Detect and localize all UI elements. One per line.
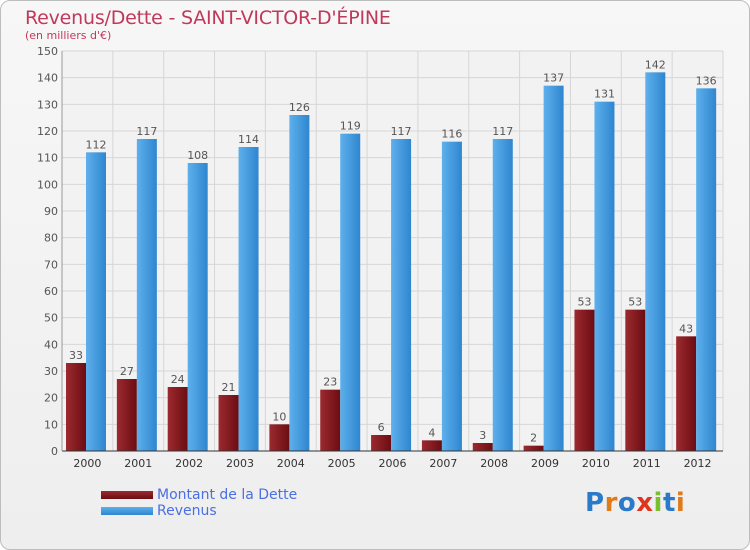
logo-letter: x: [636, 488, 654, 518]
x-tick-label: 2008: [480, 457, 508, 470]
data-label-revenue: 119: [340, 120, 361, 133]
data-label-debt: 33: [69, 349, 83, 362]
y-tick-label: 150: [37, 45, 58, 58]
bar-debt: [269, 424, 290, 451]
data-label-revenue: 112: [86, 138, 107, 151]
bar-debt: [167, 387, 188, 451]
bar-debt: [676, 336, 697, 451]
chart-unit-label: (en milliers d'€): [25, 29, 112, 42]
bar-debt: [320, 389, 341, 451]
bar-revenue: [187, 163, 208, 451]
bar-debt: [625, 309, 646, 451]
data-label-debt: 53: [628, 296, 642, 309]
bar-debt: [421, 440, 442, 451]
bar-debt: [218, 395, 239, 451]
x-tick-label: 2009: [531, 457, 559, 470]
data-label-debt: 4: [428, 426, 435, 439]
data-label-debt: 23: [323, 376, 337, 389]
y-tick-label: 90: [44, 205, 58, 218]
x-tick-label: 2001: [124, 457, 152, 470]
data-label-debt: 24: [171, 373, 185, 386]
data-label-revenue: 117: [391, 125, 412, 138]
data-label-revenue: 131: [594, 88, 615, 101]
x-tick-label: 2010: [582, 457, 610, 470]
logo-letter: r: [604, 488, 618, 518]
data-label-revenue: 126: [289, 101, 310, 114]
bar-revenue: [86, 152, 106, 452]
y-tick-label: 100: [37, 178, 58, 191]
bar-debt: [523, 445, 544, 451]
logo-letter: t: [662, 488, 676, 518]
legend-swatch-revenue: [101, 507, 153, 515]
legend-label-debt: Montant de la Dette: [157, 487, 298, 503]
data-label-revenue: 108: [187, 149, 208, 162]
y-tick-label: 140: [37, 72, 58, 85]
y-tick-label: 110: [37, 152, 58, 165]
data-label-revenue: 136: [696, 74, 717, 87]
bar-revenue: [238, 147, 259, 451]
data-label-debt: 21: [222, 381, 236, 394]
y-tick-label: 0: [51, 445, 58, 458]
data-label-revenue: 116: [441, 128, 462, 141]
logo-letter: i: [675, 488, 686, 518]
y-tick-label: 40: [44, 338, 58, 351]
bar-revenue: [391, 139, 412, 451]
proxiti-logo: Proxiti: [585, 488, 685, 518]
bar-debt: [116, 379, 137, 451]
bar-revenue: [289, 115, 310, 451]
bar-revenue: [645, 72, 666, 451]
y-tick-label: 70: [44, 258, 58, 271]
data-label-debt: 2: [530, 432, 537, 445]
bar-revenue: [543, 85, 564, 452]
legend-label-revenue: Revenus: [157, 503, 217, 519]
x-tick-label: 2000: [73, 457, 101, 470]
data-label-debt: 3: [479, 429, 486, 442]
x-tick-label: 2006: [379, 457, 407, 470]
y-tick-label: 10: [44, 418, 58, 431]
y-tick-label: 60: [44, 285, 58, 298]
data-label-revenue: 137: [543, 72, 564, 85]
x-tick-label: 2005: [328, 457, 356, 470]
data-label-revenue: 142: [645, 58, 666, 71]
logo-letter: P: [585, 488, 605, 518]
bar-revenue: [340, 133, 361, 451]
bar-revenue: [594, 101, 615, 452]
bar-debt: [472, 443, 493, 451]
legend-swatch-debt: [101, 491, 153, 499]
logo-letter: i: [653, 488, 663, 518]
x-tick-label: 2012: [684, 457, 712, 470]
data-label-debt: 43: [679, 322, 693, 335]
y-tick-label: 130: [37, 98, 58, 111]
y-tick-label: 80: [44, 232, 58, 245]
data-label-debt: 27: [120, 365, 134, 378]
y-tick-label: 30: [44, 365, 58, 378]
y-tick-label: 120: [37, 125, 58, 138]
x-tick-label: 2003: [226, 457, 254, 470]
bar-revenue: [136, 139, 157, 451]
data-label-debt: 10: [272, 410, 286, 423]
chart-title: Revenus/Dette - SAINT-VICTOR-D'ÉPINE: [25, 7, 391, 29]
bar-debt: [66, 363, 86, 451]
data-label-revenue: 117: [136, 125, 157, 138]
logo-letter: o: [617, 488, 637, 518]
bar-revenue: [492, 139, 513, 451]
bar-debt: [574, 309, 595, 451]
data-label-debt: 53: [577, 296, 591, 309]
x-tick-label: 2007: [429, 457, 457, 470]
data-label-revenue: 117: [492, 125, 513, 138]
bar-debt: [371, 435, 392, 451]
y-tick-label: 20: [44, 392, 58, 405]
x-tick-label: 2011: [633, 457, 661, 470]
y-tick-label: 50: [44, 312, 58, 325]
data-label-debt: 6: [378, 421, 385, 434]
x-tick-label: 2004: [277, 457, 305, 470]
bar-revenue: [696, 88, 717, 451]
data-label-revenue: 114: [238, 133, 259, 146]
bar-revenue: [441, 141, 462, 451]
x-tick-label: 2002: [175, 457, 203, 470]
